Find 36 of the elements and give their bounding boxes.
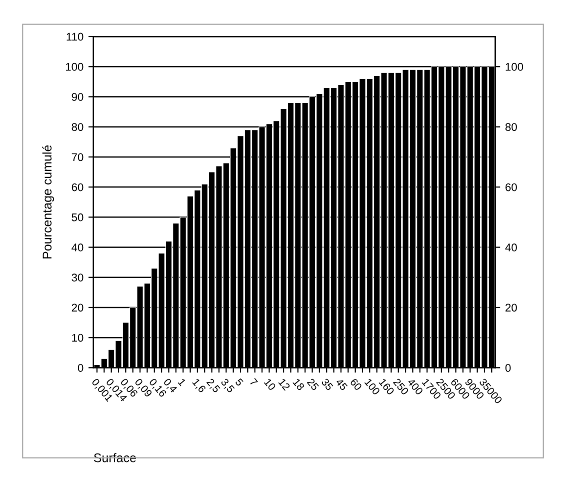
y-tick-label: 110 bbox=[66, 32, 84, 41]
y-tick-label: 30 bbox=[72, 274, 84, 282]
x-tick-label: 160 bbox=[378, 378, 395, 396]
x-tick-label: 12 bbox=[278, 378, 290, 391]
y2-tick-label: 40 bbox=[505, 244, 517, 252]
x-tick-label: 2,5 bbox=[205, 378, 221, 394]
y-tick-label: 60 bbox=[72, 183, 84, 192]
y-tick-label: 20 bbox=[72, 304, 84, 312]
x-tick-label: 1 bbox=[178, 378, 186, 386]
y2-tick-label: 20 bbox=[506, 304, 517, 312]
x-tick-label: 5 bbox=[234, 378, 244, 386]
y2-tick-label: 100 bbox=[506, 62, 524, 71]
x-tick-label: 35 bbox=[321, 378, 334, 391]
y2-tick-label: 60 bbox=[506, 183, 517, 192]
y-tick-label: 40 bbox=[72, 244, 84, 252]
x-tick-label: 100 bbox=[364, 378, 380, 396]
y-tick-label: 70 bbox=[72, 153, 84, 162]
x-tick-label: 45 bbox=[335, 378, 348, 391]
x-tick-label: 18 bbox=[292, 378, 305, 391]
x-tick-label: 250 bbox=[392, 378, 410, 396]
y-tick-label: 90 bbox=[72, 93, 84, 101]
y-tick-label: 10 bbox=[72, 334, 84, 342]
y2-tick-label: 80 bbox=[505, 123, 517, 131]
x-tick-label: 1,6 bbox=[191, 378, 206, 394]
y-tick-label: 80 bbox=[72, 123, 84, 131]
x-tick-label: 10 bbox=[264, 378, 276, 391]
y-tick-label: 50 bbox=[72, 213, 84, 222]
x-tick-label: 7 bbox=[249, 378, 258, 386]
x-tick-label: 60 bbox=[350, 378, 362, 391]
y-tick-label: 100 bbox=[66, 62, 84, 71]
x-tick-label: 400 bbox=[407, 378, 424, 396]
x-tick-label: 25 bbox=[306, 378, 320, 391]
y-tick-label: 0 bbox=[78, 364, 84, 372]
y2-tick-label: 0 bbox=[505, 364, 511, 372]
y-axis-title: Pourcentage cumulé bbox=[42, 145, 54, 258]
x-tick-label: 3,5 bbox=[220, 378, 235, 394]
